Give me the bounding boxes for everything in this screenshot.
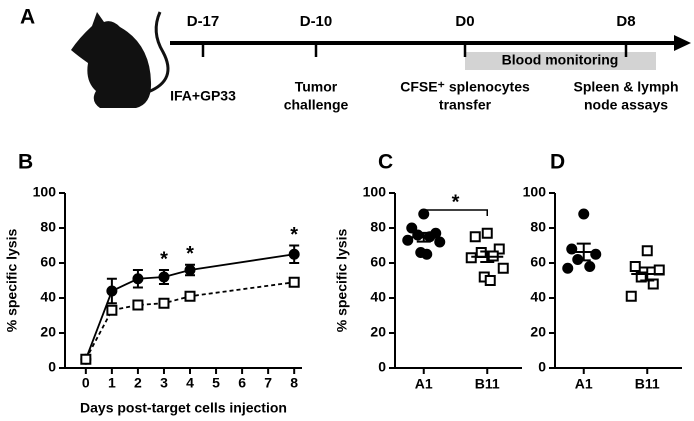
data-point — [493, 243, 505, 255]
x-tick-label: B11 — [475, 376, 500, 392]
x-tick-label: 3 — [160, 375, 168, 391]
x-tick-label: A1 — [415, 376, 433, 392]
y-tick-label: 80 — [530, 219, 546, 235]
data-point — [106, 304, 118, 316]
y-tick-label: 60 — [530, 254, 546, 270]
data-point — [497, 262, 509, 274]
data-point — [184, 290, 196, 302]
y-tick-label: 100 — [33, 184, 57, 200]
data-point — [158, 271, 170, 283]
y-tick-label: 20 — [530, 324, 546, 340]
data-point — [475, 247, 487, 258]
data-point — [584, 261, 596, 272]
event-day: D8 — [616, 13, 635, 30]
data-point — [288, 276, 300, 288]
annotation: * — [186, 243, 194, 265]
data-point — [625, 290, 637, 302]
event-label: CFSE⁺ splenocytes — [400, 79, 530, 95]
event-label: IFA+GP33 — [170, 88, 236, 104]
mouse-icon — [71, 11, 170, 108]
significance-bracket — [423, 209, 488, 216]
sem-bar — [640, 266, 655, 282]
x-tick-label: 8 — [290, 375, 298, 391]
x-tick-label: A1 — [575, 376, 593, 392]
data-point — [132, 299, 144, 311]
y-tick-label: 80 — [40, 219, 56, 235]
x-axis-label: Days post-target cells injection — [80, 400, 287, 416]
data-point — [469, 231, 481, 243]
event-label: Spleen & lymph — [573, 79, 678, 95]
data-point — [484, 275, 496, 286]
y-axis-label: % specific lysis — [4, 229, 20, 333]
y-tick-label: 100 — [363, 184, 387, 200]
y-tick-label: 20 — [370, 324, 386, 340]
data-point — [421, 248, 433, 260]
x-tick-label: 2 — [134, 375, 142, 391]
y-tick-label: 60 — [370, 254, 386, 270]
timeline: Blood monitoring — [170, 35, 691, 70]
panel-label: C — [378, 151, 393, 174]
data-point — [406, 222, 418, 234]
x-tick-label: 7 — [264, 375, 272, 391]
event-day: D0 — [455, 13, 474, 30]
sem-bar — [480, 250, 495, 263]
data-point — [629, 261, 641, 272]
event-label: transfer — [439, 97, 492, 113]
x-tick-label: 0 — [82, 375, 90, 391]
data-point — [481, 227, 493, 239]
significance-label: * — [452, 191, 460, 213]
data-point — [434, 236, 446, 248]
annotation: * — [160, 248, 168, 270]
y-tick-label: 0 — [48, 359, 56, 375]
y-tick-label: 40 — [370, 289, 386, 305]
data-point — [80, 353, 92, 365]
x-tick-label: 6 — [238, 375, 246, 391]
data-point — [158, 297, 170, 309]
y-tick-label: 0 — [538, 359, 546, 375]
data-point — [288, 248, 300, 260]
data-point — [465, 252, 477, 264]
event-label: Tumor — [295, 79, 338, 95]
data-point — [562, 262, 574, 274]
data-point — [641, 245, 653, 257]
panel-label: A — [20, 6, 35, 29]
data-point — [106, 285, 118, 297]
y-tick-label: 20 — [40, 324, 56, 340]
event-day: D-10 — [300, 13, 333, 30]
panel-label: B — [18, 151, 33, 174]
y-tick-label: 0 — [378, 359, 386, 375]
annotation: * — [290, 224, 298, 246]
sem-bar — [416, 231, 431, 243]
x-tick-label: 4 — [186, 375, 194, 391]
panel-label: D — [550, 151, 565, 174]
y-tick-label: 60 — [40, 254, 56, 270]
y-tick-label: 80 — [370, 219, 386, 235]
y-tick-label: 40 — [530, 289, 546, 305]
data-point — [578, 208, 590, 220]
x-tick-label: 5 — [212, 375, 220, 391]
x-tick-label: 1 — [108, 375, 116, 391]
y-tick-label: 40 — [40, 289, 56, 305]
sem-bar — [576, 242, 591, 262]
x-tick-label: B11 — [635, 376, 660, 392]
monitoring-label: Blood monitoring — [502, 52, 619, 68]
data-point — [132, 273, 144, 285]
y-axis-label: % specific lysis — [334, 229, 350, 333]
y-tick-label: 100 — [523, 184, 547, 200]
event-day: D-17 — [187, 13, 220, 30]
data-point — [184, 264, 196, 276]
event-label: node assays — [584, 97, 668, 113]
event-label: challenge — [284, 97, 349, 113]
